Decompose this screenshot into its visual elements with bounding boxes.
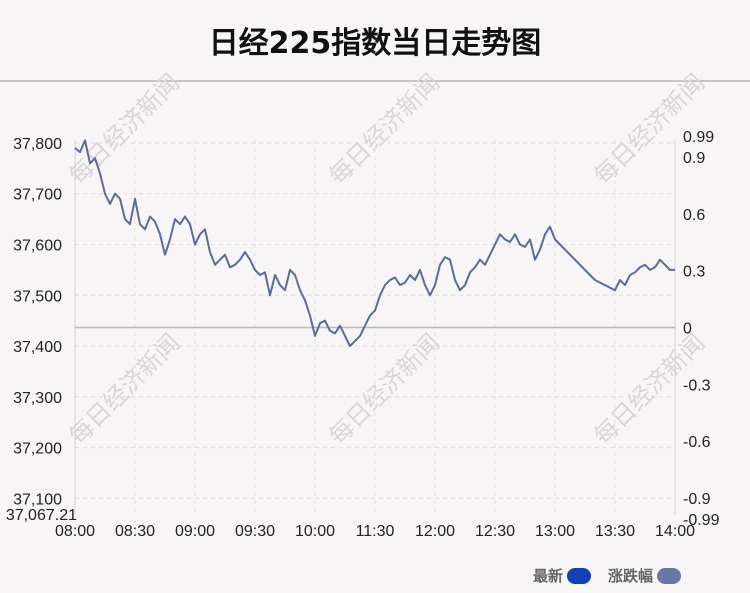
- y-left-tick-label: 37,200: [13, 441, 62, 458]
- legend-latest[interactable]: 最新: [533, 565, 592, 586]
- y-right-tick-label: -0.3: [683, 377, 711, 394]
- x-tick-label: 12:30: [475, 523, 515, 540]
- y-right-tick-label: 0.3: [683, 264, 705, 281]
- x-tick-label: 10:00: [295, 523, 335, 540]
- legend-change-label: 涨跌幅: [608, 567, 654, 585]
- watermark-text: 每日经济新闻: [64, 329, 186, 451]
- y-left-tick-label: 37,500: [13, 288, 62, 305]
- y-right-tick-label: 0.6: [683, 207, 705, 224]
- legend-latest-label: 最新: [533, 567, 564, 585]
- x-tick-label: 08:30: [115, 523, 155, 540]
- y-right-tick-label: -0.9: [683, 491, 711, 508]
- y-left-tick-label: 37,700: [13, 187, 62, 204]
- y-left-tick-label: 37,400: [13, 339, 62, 356]
- x-tick-label: 11:30: [356, 523, 395, 540]
- x-tick-label: 14:00: [655, 523, 695, 540]
- legend-change[interactable]: 涨跌幅: [608, 565, 682, 586]
- x-ticks: 08:00 08:30 09:00 09:30 10:00 11:30 12:00 12:30…: [55, 523, 695, 540]
- y-left-tick-label: 37,100: [13, 491, 62, 508]
- legend-change-swatch: [657, 567, 682, 584]
- legend-latest-swatch: [567, 567, 592, 584]
- y-right-tick-label: 0.9: [683, 150, 705, 167]
- series-line: [74, 139, 675, 347]
- series-layer: [74, 139, 675, 347]
- y-left-min-label: 37,067.21: [6, 507, 77, 524]
- y-left-tick-label: 37,800: [13, 136, 62, 153]
- y-right-ticks: 0.99 0.9 0.6 0.3 0 -0.3 -0.6 -0.9 -0.99: [683, 129, 720, 529]
- x-tick-label: 12:00: [415, 523, 455, 540]
- chart-title: 日经225指数当日走势图: [208, 26, 542, 61]
- y-right-tick-label: -0.99: [683, 512, 720, 529]
- axis-layer: [74, 140, 676, 515]
- x-tick-label: 09:30: [235, 523, 275, 540]
- y-right-tick-label: -0.6: [683, 434, 711, 451]
- y-right-tick-label: 0.99: [683, 129, 714, 146]
- watermark-text: 每日经济新闻: [64, 69, 186, 191]
- watermark-text: 每日经济新闻: [324, 329, 446, 451]
- y-right-tick-label: 0: [683, 321, 692, 338]
- y-left-tick-label: 37,300: [13, 390, 62, 407]
- x-tick-label: 13:30: [595, 523, 635, 540]
- x-tick-label: 09:00: [175, 523, 215, 540]
- x-tick-label: 13:00: [535, 523, 575, 540]
- y-left-tick-label: 37,600: [13, 237, 62, 254]
- watermark-text: 每日经济新闻: [324, 69, 446, 191]
- y-left-ticks: 37,800 37,700 37,600 37,500 37,400 37,300 37,2…: [6, 136, 77, 524]
- x-tick-label: 08:00: [55, 523, 95, 540]
- title-divider: [0, 80, 750, 82]
